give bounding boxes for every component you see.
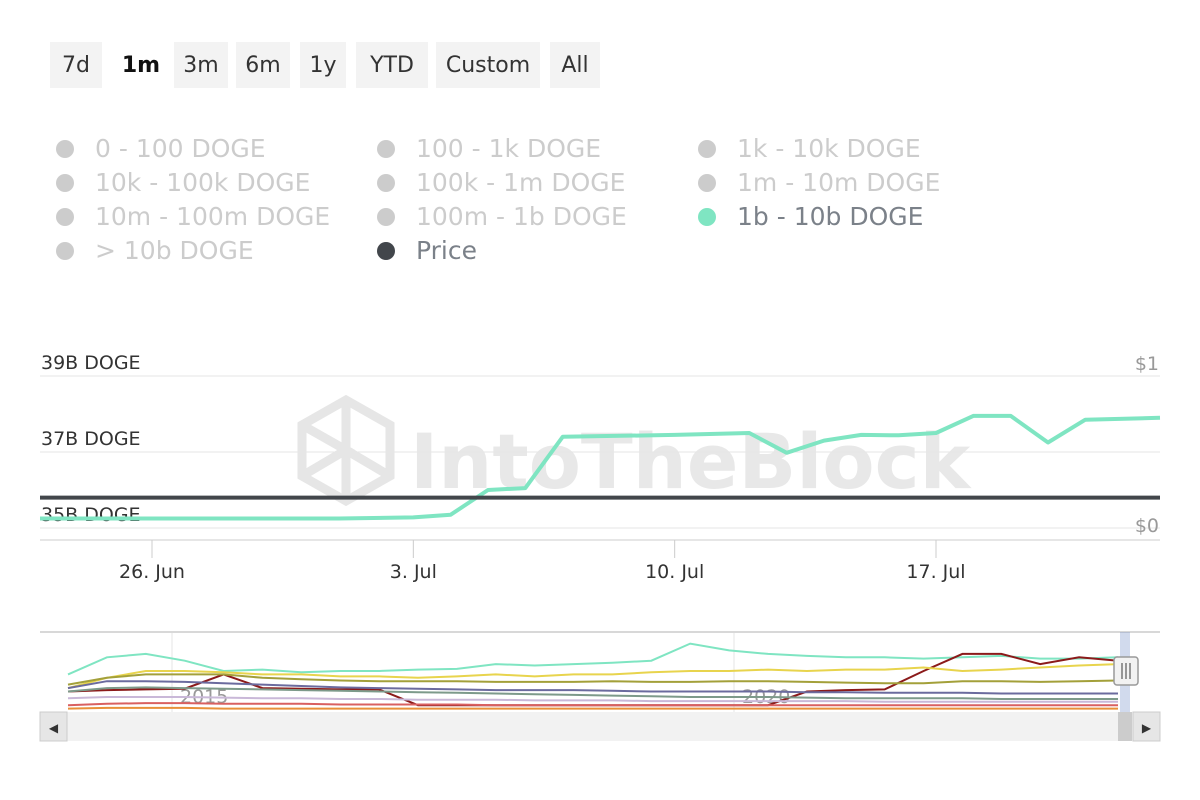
legend-item[interactable]: 1b - 10b DOGE [698,202,923,231]
range-button-7d[interactable]: 7d [50,42,102,88]
navigator-series-line [67,680,1118,695]
legend-item[interactable]: 100m - 1b DOGE [377,202,627,231]
scrollbar-right-button[interactable]: ▶ [1132,711,1161,742]
range-button-3m[interactable]: 3m [174,42,228,88]
legend-label: 1k - 10k DOGE [737,134,921,163]
legend-label: 1b - 10b DOGE [737,202,924,231]
y-right-tick-label: $1 [1135,353,1159,375]
legend-marker-icon [377,173,395,192]
watermark-text: IntoTheBlock [410,417,972,506]
legend-item[interactable]: 1k - 10k DOGE [698,134,921,163]
legend-marker-icon [56,173,74,192]
watermark: IntoTheBlock [297,394,972,507]
legend-marker-icon [56,241,74,260]
legend-item[interactable]: > 10b DOGE [56,236,254,265]
range-button-1m[interactable]: 1m [114,42,168,88]
legend-marker-icon [698,207,716,226]
legend-marker-icon [56,207,74,226]
navigator-series-line [67,673,1119,686]
range-button-ytd[interactable]: YTD [356,42,428,88]
y-left-tick-label: 35B DOGE [41,504,141,526]
series-layer [40,413,1161,521]
navigator-handle[interactable] [1113,656,1139,686]
legend-item[interactable]: 10k - 100k DOGE [56,168,310,197]
y-left-tick-label: 39B DOGE [41,352,141,374]
navigator-series-line [67,696,1118,703]
legend-label: 100 - 1k DOGE [416,134,602,163]
navigator: 2015 2020◀ ▶ [39,631,1161,742]
series-line-holdings [40,413,1161,521]
legend-marker-icon [377,207,395,226]
navigator-series-line [67,663,1119,690]
range-button-1y[interactable]: 1y [300,42,346,88]
legend-item[interactable]: 100 - 1k DOGE [377,134,601,163]
legend-label: 10m - 100m DOGE [95,202,331,231]
legend-marker-icon [698,139,716,158]
x-tick-label: 26. Jun [119,561,185,583]
legend-marker-icon [377,241,395,260]
legend-item[interactable]: 0 - 100 DOGE [56,134,266,163]
chevron-right-icon: ▶ [1142,721,1152,735]
navigator-series-line [67,706,1118,710]
navigator-series-line [67,642,1119,676]
scrollbar-track[interactable] [40,712,1160,741]
legend-label: 0 - 100 DOGE [95,134,266,163]
chevron-left-icon: ◀ [49,721,59,735]
x-tick-label: 3. Jul [390,561,437,583]
range-button-custom[interactable]: Custom [436,42,540,88]
legend-item[interactable]: Price [377,236,477,265]
range-button-all[interactable]: All [550,42,600,88]
legend-label: 10k - 100k DOGE [95,168,311,197]
y-left-tick-label: 37B DOGE [41,428,141,450]
x-tick-label: 10. Jul [645,561,704,583]
legend-label: > 10b DOGE [95,236,254,265]
legend-marker-icon [698,173,716,192]
legend-item[interactable]: 1m - 10m DOGE [698,168,940,197]
legend-marker-icon [377,139,395,158]
navigator-series-line [67,702,1118,707]
axes: 35B DOGE 37B DOGE 39B DOGE $0 $1 26. Jun 3. Ju… [40,352,1160,583]
watermark-logo-icon [297,394,395,507]
y-right-tick-label: $0 [1135,515,1159,537]
legend-item[interactable]: 100k - 1m DOGE [377,168,625,197]
legend-label: 1m - 10m DOGE [737,168,941,197]
x-tick-label: 17. Jul [906,561,965,583]
legend-marker-icon [56,139,74,158]
legend-label: Price [416,236,477,265]
range-button-6m[interactable]: 6m [236,42,290,88]
legend-item[interactable]: 10m - 100m DOGE [56,202,330,231]
legend-label: 100k - 1m DOGE [416,168,626,197]
scrollbar-thumb[interactable] [1118,712,1132,741]
scrollbar-left-button[interactable]: ◀ [39,711,68,742]
navigator-series-line [67,686,1118,700]
grid [40,375,1160,529]
legend-label: 100m - 1b DOGE [416,202,627,231]
